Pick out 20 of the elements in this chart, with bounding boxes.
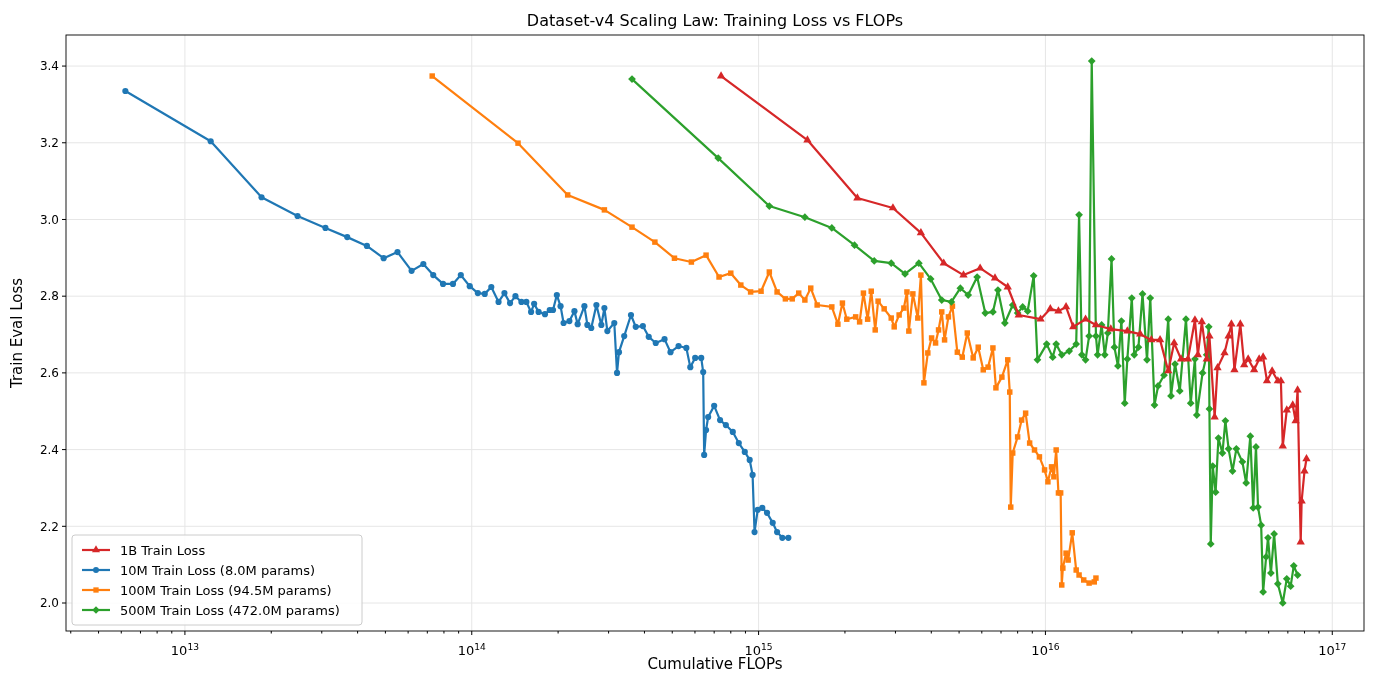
- x-tick-label: 10$^{16}$: [1031, 642, 1060, 658]
- y-tick-label: 2.8: [39, 289, 59, 304]
- y-tick-label: 3.0: [39, 212, 59, 227]
- y-tick-label: 3.4: [39, 59, 59, 74]
- legend-label: 100M Train Loss (94.5M params): [120, 582, 332, 598]
- x-tick-label: 10$^{14}$: [457, 642, 487, 658]
- y-axis-title: Train Eval Loss: [8, 277, 26, 390]
- legend-label: 500M Train Loss (472.0M params): [120, 602, 340, 618]
- y-tick-label: 3.2: [39, 135, 59, 150]
- x-tick-label: 10$^{15}$: [744, 642, 773, 658]
- y-tick-label: 2.4: [39, 442, 59, 457]
- legend-label: 1B Train Loss: [120, 542, 206, 558]
- y-tick-label: 2.0: [39, 596, 59, 611]
- legend-label: 10M Train Loss (8.0M params): [120, 562, 315, 578]
- y-tick-label: 2.6: [39, 366, 59, 381]
- x-tick-label: 10$^{17}$: [1318, 642, 1347, 658]
- y-tick-label: 2.2: [39, 519, 59, 534]
- x-tick-label: 10$^{13}$: [170, 642, 200, 658]
- chart-title: Dataset-v4 Scaling Law: Training Loss vs FLOPs: [526, 11, 904, 30]
- x-axis-title: Cumulative FLOPs: [647, 655, 783, 673]
